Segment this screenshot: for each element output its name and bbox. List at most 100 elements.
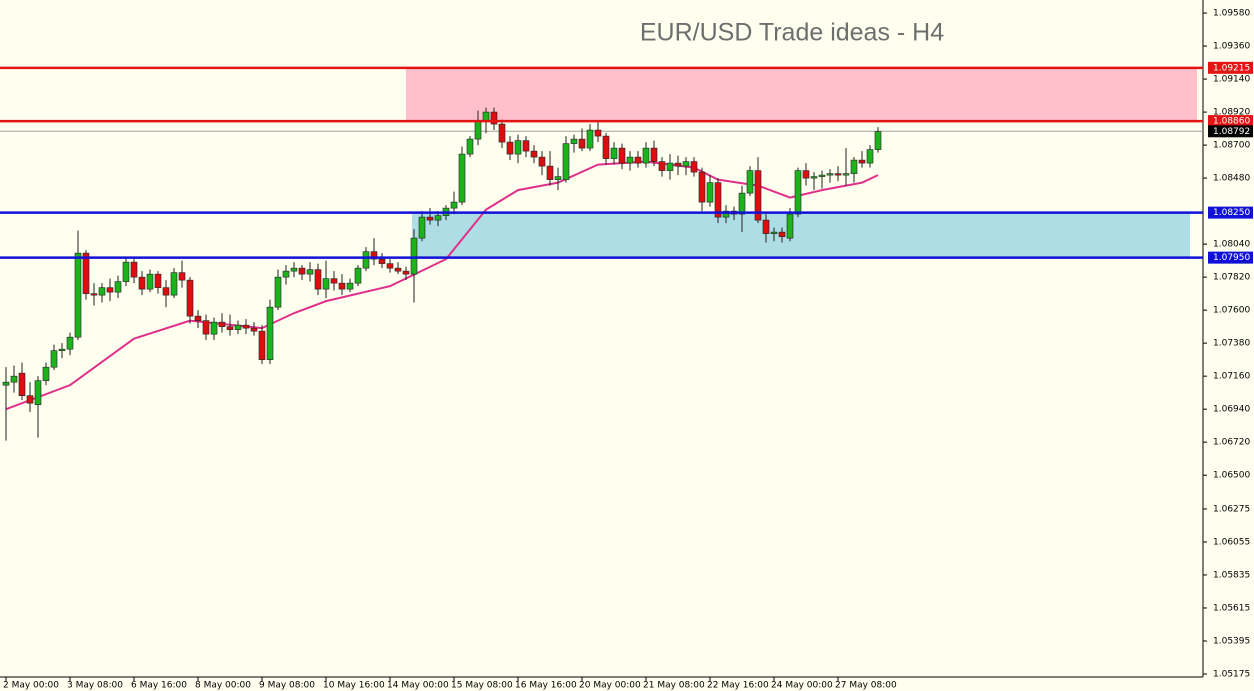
candle-body bbox=[402, 270, 410, 275]
candle-body bbox=[754, 170, 762, 221]
candle-body bbox=[834, 173, 842, 176]
x-tick-label: 24 May 00:00 bbox=[771, 681, 833, 691]
candle-body bbox=[98, 287, 106, 296]
level-label-box bbox=[1208, 251, 1253, 264]
y-tick-label: 1.06055 bbox=[1213, 537, 1250, 547]
candle-body bbox=[186, 279, 194, 317]
candle-body bbox=[602, 135, 610, 159]
candle-body bbox=[778, 231, 786, 237]
x-tick-label: 6 May 16:00 bbox=[131, 681, 187, 691]
candle-body bbox=[250, 327, 258, 332]
candle-body bbox=[666, 162, 674, 171]
candle-body bbox=[554, 176, 562, 180]
candle-body bbox=[346, 282, 354, 290]
candle-body bbox=[394, 267, 402, 272]
y-tick-label: 1.06500 bbox=[1213, 471, 1250, 481]
candle-body bbox=[386, 263, 394, 269]
x-tick-label: 9 May 08:00 bbox=[259, 681, 315, 691]
y-tick-label: 1.08920 bbox=[1213, 108, 1250, 118]
y-tick-label: 1.06720 bbox=[1213, 438, 1250, 448]
candle-body bbox=[202, 320, 210, 335]
candle-body bbox=[514, 140, 522, 155]
candle-body bbox=[682, 161, 690, 167]
candle-body bbox=[26, 395, 34, 404]
chart-title: EUR/USD Trade ideas - H4 bbox=[640, 19, 944, 47]
y-tick-label: 1.08480 bbox=[1213, 174, 1250, 184]
candle-body bbox=[2, 381, 10, 386]
x-tick-label: 3 May 08:00 bbox=[67, 681, 123, 691]
candle-body bbox=[106, 287, 114, 293]
candle-body bbox=[418, 216, 426, 239]
candle-body bbox=[610, 147, 618, 159]
candle-body bbox=[482, 111, 490, 122]
candle-body bbox=[794, 170, 802, 215]
candle-body bbox=[74, 252, 82, 338]
candle-body bbox=[18, 372, 26, 396]
candle-body bbox=[690, 161, 698, 173]
candle-body bbox=[466, 138, 474, 155]
candle-body bbox=[474, 120, 482, 140]
candle-body bbox=[138, 276, 146, 290]
candle-body bbox=[746, 170, 754, 194]
candle-body bbox=[82, 252, 90, 294]
candle-body bbox=[674, 162, 682, 167]
price-label: 1.08792 bbox=[1213, 127, 1250, 137]
y-tick-label: 1.05395 bbox=[1213, 636, 1250, 646]
candle-body bbox=[178, 272, 186, 281]
candle-body bbox=[762, 219, 770, 234]
y-tick-label: 1.06275 bbox=[1213, 504, 1250, 514]
x-tick-label: 16 May 16:00 bbox=[515, 681, 577, 691]
candle-body bbox=[714, 182, 722, 218]
zone bbox=[412, 212, 1190, 258]
candle-body bbox=[850, 159, 858, 174]
x-tick-label: 20 May 00:00 bbox=[579, 681, 641, 691]
candle-body bbox=[570, 138, 578, 144]
x-tick-label: 2 May 00:00 bbox=[3, 681, 59, 691]
level-label: 1.09215 bbox=[1213, 63, 1250, 73]
candle-body bbox=[282, 270, 290, 278]
y-tick-label: 1.06940 bbox=[1213, 405, 1250, 415]
candle-body bbox=[490, 111, 498, 125]
candle-body bbox=[50, 350, 58, 368]
x-tick-label: 15 May 08:00 bbox=[451, 681, 513, 691]
y-tick-label: 1.08700 bbox=[1213, 141, 1250, 151]
candle-body bbox=[170, 272, 178, 296]
candle-body bbox=[354, 267, 362, 284]
candle-body bbox=[522, 140, 530, 152]
candle-body bbox=[210, 321, 218, 335]
candle-body bbox=[34, 380, 42, 405]
candle-body bbox=[370, 251, 378, 260]
candle-body bbox=[146, 273, 154, 290]
x-tick-label: 14 May 00:00 bbox=[387, 681, 449, 691]
candle-body bbox=[338, 282, 346, 290]
y-tick-label: 1.09140 bbox=[1213, 75, 1250, 85]
candle-body bbox=[634, 156, 642, 164]
candle-body bbox=[586, 129, 594, 149]
y-tick-label: 1.05175 bbox=[1213, 669, 1250, 679]
candle-body bbox=[650, 147, 658, 162]
candle-body bbox=[698, 171, 706, 203]
level-label-box bbox=[1208, 61, 1253, 74]
candle-body bbox=[234, 324, 242, 330]
candle-body bbox=[410, 237, 418, 275]
candle-body bbox=[42, 366, 50, 381]
candle-body bbox=[194, 315, 202, 321]
candle-body bbox=[626, 156, 634, 164]
candle-body bbox=[866, 149, 874, 164]
candle-body bbox=[458, 153, 466, 203]
y-tick-label: 1.07820 bbox=[1213, 273, 1250, 283]
y-tick-label: 1.09580 bbox=[1213, 9, 1250, 19]
candle-body bbox=[306, 269, 314, 275]
candle-body bbox=[66, 336, 74, 350]
level-label-box bbox=[1208, 206, 1253, 219]
candle-body bbox=[618, 147, 626, 164]
zone bbox=[406, 67, 1197, 122]
candle-body bbox=[538, 156, 546, 167]
candle-body bbox=[738, 192, 746, 215]
price-label-box bbox=[1208, 125, 1253, 138]
candle-body bbox=[266, 306, 274, 360]
candle-body bbox=[506, 141, 514, 155]
level-label: 1.07950 bbox=[1213, 253, 1250, 263]
